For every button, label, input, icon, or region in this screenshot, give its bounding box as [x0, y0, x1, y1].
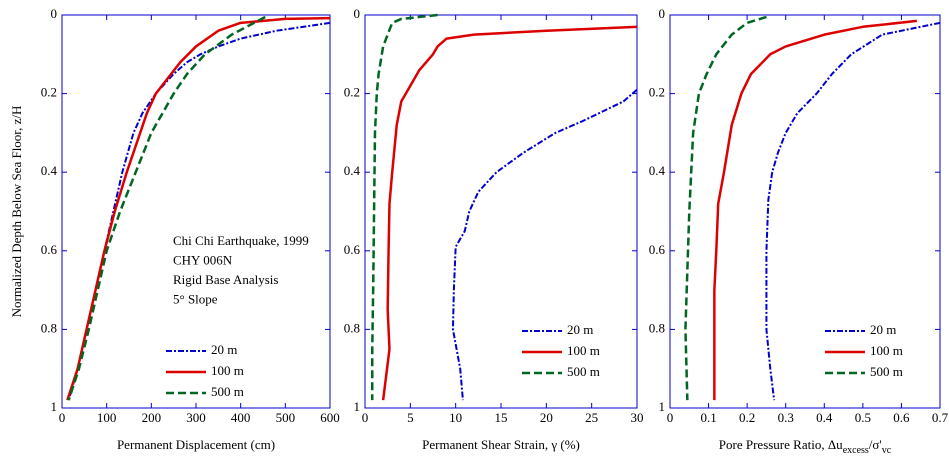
x-axis-label-part: excess [843, 445, 869, 456]
y-tick-label: 0.2 [41, 85, 57, 100]
x-tick-label: 400 [231, 410, 251, 425]
y-tick-label: 0.6 [41, 242, 58, 257]
y-tick-label: 0.4 [344, 163, 361, 178]
series-line [765, 21, 941, 401]
y-tick-label: 0 [659, 6, 666, 21]
y-axis-label: Normalized Depth Below Sea Floor, z/H [9, 106, 24, 318]
x-tick-label: 20 [540, 410, 553, 425]
x-tick-label: 0.3 [778, 410, 794, 425]
y-tick-label: 0.6 [344, 242, 361, 257]
y-tick-label: 1 [659, 399, 666, 414]
plot-frame [61, 14, 331, 409]
x-tick-label: 25 [585, 410, 598, 425]
x-axis-label-part: /σ' [869, 437, 882, 452]
legend-label: 20 m [870, 322, 896, 337]
y-tick-label: 0.8 [649, 320, 665, 335]
y-tick-label: 1 [354, 399, 361, 414]
series-line [67, 15, 266, 401]
annotation: 5° Slope [173, 291, 218, 306]
x-tick-label: 0 [59, 410, 66, 425]
annotation: Chi Chi Earthquake, 1999 [173, 233, 309, 248]
x-tick-label: 300 [186, 410, 206, 425]
y-tick-label: 0.6 [649, 242, 666, 257]
x-tick-label: 5 [407, 410, 414, 425]
legend-label: 20 m [567, 322, 593, 337]
legend-label: 500 m [211, 384, 244, 399]
x-tick-label: 0 [667, 410, 674, 425]
legend-label: 100 m [211, 363, 244, 378]
x-tick-label: 15 [495, 410, 508, 425]
series-line [67, 21, 331, 401]
x-axis-label: Pore Pressure Ratio, Δuexcess/σ'vc [719, 437, 892, 456]
x-tick-label: 200 [142, 410, 162, 425]
annotation: CHY 006N [173, 252, 233, 267]
x-axis-label-part: Pore Pressure Ratio, Δu [719, 437, 843, 452]
x-tick-label: 0.7 [932, 410, 949, 425]
series-line [381, 25, 638, 401]
plot-frame [669, 14, 941, 409]
x-tick-label: 10 [449, 410, 462, 425]
legend-label: 100 m [567, 343, 600, 358]
annotation: Rigid Base Analysis [173, 272, 278, 287]
x-axis-label: Permanent Displacement (cm) [117, 437, 275, 452]
x-axis-label: Permanent Shear Strain, γ (%) [422, 437, 580, 452]
x-tick-label: 30 [631, 410, 644, 425]
y-tick-label: 0.4 [649, 163, 666, 178]
y-tick-label: 0 [51, 6, 58, 21]
y-tick-label: 1 [51, 399, 58, 414]
legend-label: 20 m [211, 342, 237, 357]
x-tick-label: 500 [276, 410, 296, 425]
series-line [684, 15, 767, 401]
x-tick-label: 100 [97, 410, 117, 425]
x-tick-label: 0.5 [855, 410, 871, 425]
x-tick-label: 0.1 [700, 410, 716, 425]
legend-label: 500 m [870, 364, 903, 379]
series-line [451, 88, 638, 401]
x-tick-label: 0 [362, 410, 369, 425]
legend-label: 100 m [870, 343, 903, 358]
y-tick-label: 0.2 [649, 85, 665, 100]
y-tick-label: 0.8 [344, 320, 360, 335]
y-tick-label: 0.8 [41, 320, 57, 335]
series-line [66, 16, 331, 401]
series-line [371, 13, 438, 401]
y-tick-label: 0.2 [344, 85, 360, 100]
x-tick-label: 600 [320, 410, 340, 425]
y-tick-label: 0.4 [41, 163, 58, 178]
series-line [713, 19, 917, 401]
x-tick-label: 0.2 [739, 410, 755, 425]
x-axis-label-part: vc [882, 445, 892, 456]
x-tick-label: 0.4 [816, 410, 833, 425]
x-tick-label: 0.6 [893, 410, 910, 425]
legend-label: 500 m [567, 364, 600, 379]
y-tick-label: 0 [354, 6, 361, 21]
